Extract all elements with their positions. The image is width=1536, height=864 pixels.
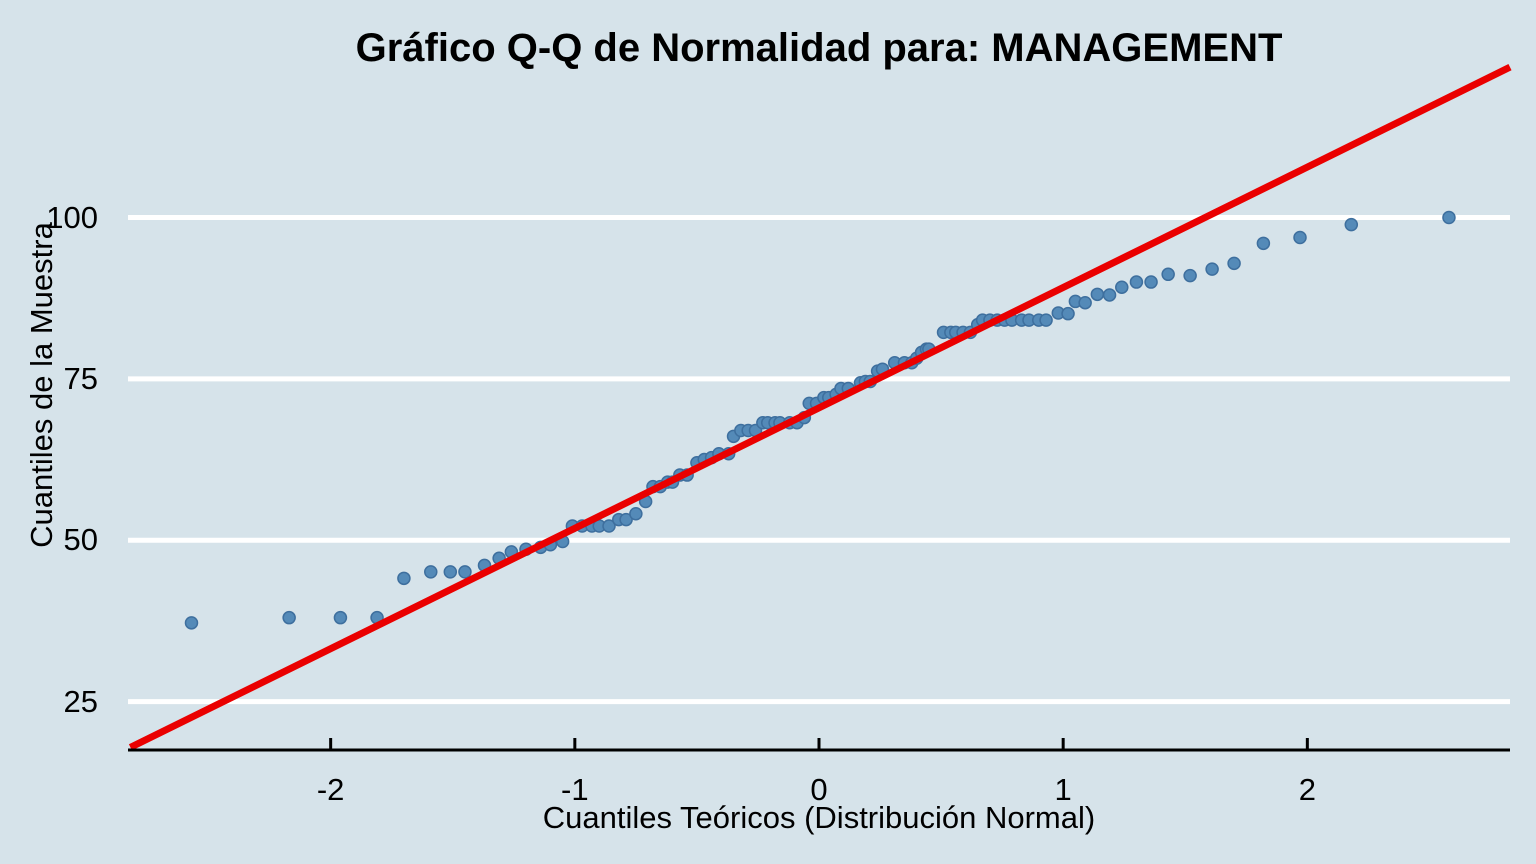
qq-point <box>1090 287 1105 302</box>
qq-point <box>184 616 199 630</box>
y-tick-label-50: 50 <box>63 522 98 558</box>
qq-point <box>1293 230 1307 245</box>
y-tick-label-25: 25 <box>63 683 98 719</box>
x-tick-label-2: 2 <box>1298 772 1316 807</box>
qq-point <box>629 507 643 521</box>
qq-point <box>1061 306 1075 321</box>
x-tick-label--1: -1 <box>561 772 589 807</box>
x-axis-title: Cuantiles Teóricos (Distribución Normal) <box>542 800 1096 835</box>
qq-point <box>1129 275 1144 289</box>
qq-point <box>1256 236 1271 251</box>
qq-point <box>1227 256 1241 271</box>
qq-point <box>443 565 458 579</box>
qq-point <box>333 610 348 625</box>
qq-point <box>1205 262 1219 276</box>
x-tick-label-0: 0 <box>810 772 828 807</box>
qq-point <box>1078 295 1092 310</box>
qq-point <box>1102 288 1117 302</box>
qq-point <box>1115 280 1129 294</box>
qq-point <box>1344 217 1359 232</box>
qq-point <box>1161 267 1175 282</box>
qq-point <box>602 519 616 533</box>
y-tick-label-100: 100 <box>46 199 98 235</box>
chart-title: Gráfico Q-Q de Normalidad para: MANAGEME… <box>355 26 1283 70</box>
qq-point <box>1183 268 1197 283</box>
qq-point <box>1039 313 1053 327</box>
qq-point <box>1144 275 1158 289</box>
qq-reference-line <box>128 63 1512 751</box>
x-tick-label--2: -2 <box>316 772 345 807</box>
qq-point <box>1442 210 1456 225</box>
qq-point <box>619 512 633 527</box>
qq-point <box>282 610 296 625</box>
qq-point <box>397 571 411 586</box>
qq-point <box>424 565 438 579</box>
y-tick-label-75: 75 <box>63 360 98 396</box>
x-tick-label-1: 1 <box>1054 772 1072 807</box>
qq-point <box>458 565 472 579</box>
